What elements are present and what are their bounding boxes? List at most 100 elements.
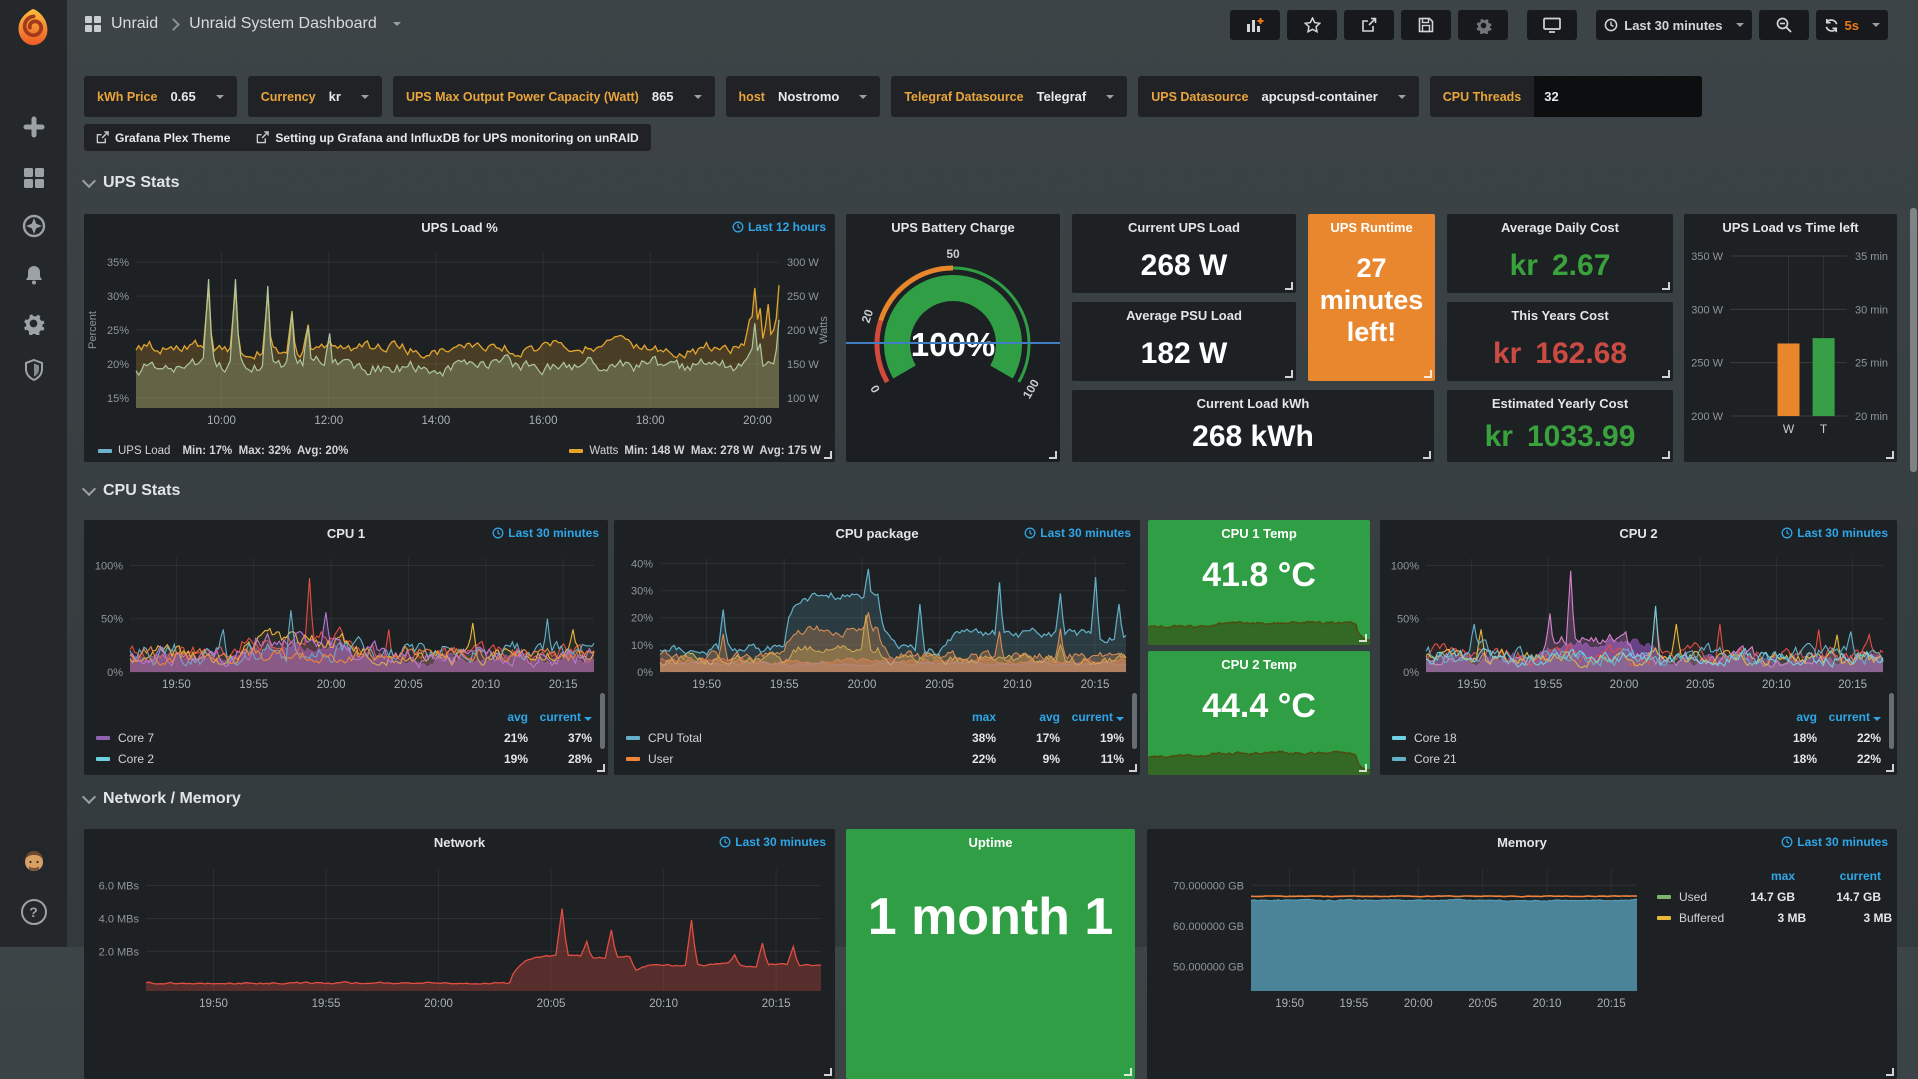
chevron-down-icon[interactable] [392,22,401,26]
panel-title[interactable]: Estimated Yearly Cost [1491,396,1629,411]
panel-title[interactable]: This Years Cost [1511,308,1609,323]
zoom-out-button[interactable] [1758,10,1809,40]
panel-time-override[interactable]: Last 12 hours [732,220,826,234]
legend-row[interactable]: Core 7 21% 37% [96,727,596,748]
memory-chart[interactable]: 19:50 19:55 20:00 20:05 20:10 20:15 50.000000 … [1147,855,1647,1015]
legend-row[interactable]: Core 18 18% 22% [1392,727,1885,748]
panel-title[interactable]: CPU 1 Temp [1221,526,1297,541]
user-avatar[interactable] [0,843,67,883]
share-button[interactable] [1344,10,1395,40]
panel-time-override[interactable]: Last 30 minutes [1781,526,1888,540]
ups-load-chart[interactable]: 10:00 12:00 14:00 16:00 18:00 20:00 15% 20% 25% 3… [84,240,835,432]
section-network-memory[interactable]: Network / Memory [81,789,241,808]
ups-bar-chart[interactable]: 200 W 20 min 250 W 25 min 300 W 30 min 350 W 35… [1684,240,1897,456]
panel-time-override[interactable]: Last 30 minutes [1781,835,1888,849]
panel-title[interactable]: Current UPS Load [1128,220,1240,235]
legend-sort-current[interactable]: current [1064,710,1128,724]
panel-title[interactable]: CPU 2 Temp [1221,657,1297,672]
legend-scrollbar[interactable] [1889,693,1894,749]
panel-title[interactable]: Memory [1497,835,1547,850]
legend-scrollbar[interactable] [600,693,605,749]
settings-gear-icon[interactable] [1458,10,1509,40]
legend-scrollbar[interactable] [1132,693,1137,749]
panel-title[interactable]: Average PSU Load [1126,308,1242,323]
section-cpu-stats[interactable]: CPU Stats [81,481,180,500]
panel-title[interactable]: Current Load kWh [1196,396,1310,411]
link-grafana-plex-theme[interactable]: Grafana Plex Theme [96,131,230,145]
network-chart[interactable]: 19:50 19:55 20:00 20:05 20:10 20:15 2.0 MBs 4.0… [84,855,835,1015]
panel-time-override[interactable]: Last 30 minutes [1024,526,1131,540]
configuration-gear-icon[interactable] [0,303,67,343]
legend-sort-avg[interactable]: avg [1039,709,1060,724]
legend-sort-current[interactable]: current [1821,710,1885,724]
battery-gauge[interactable]: 0 20 50 100 100% [846,240,1060,440]
variable-value[interactable]: 865 [651,89,674,104]
tv-mode-button[interactable] [1527,10,1578,40]
help-icon[interactable]: ? [0,892,67,932]
legend-sort-max[interactable]: max [1770,868,1795,883]
cpu1-chart[interactable]: 19:50 19:55 20:00 20:05 20:10 20:15 0% 50% 100% [84,546,608,696]
legend-row[interactable]: Core 21 18% 22% [1392,748,1885,769]
legend-sort-current[interactable]: current [1839,868,1881,883]
variable-value[interactable]: Telegraf [1036,89,1087,104]
chevron-down-icon [693,94,702,99]
panel-title[interactable]: Network [433,835,486,850]
variable-value[interactable]: apcupsd-container [1261,89,1378,104]
variable-currency[interactable]: Currency kr [247,76,382,117]
series-swatch [1657,915,1671,920]
cpu2-chart[interactable]: 19:50 19:55 20:00 20:05 20:10 20:15 0% 50% 100% [1380,546,1897,696]
panel-title[interactable]: UPS Runtime [1330,220,1413,235]
dashboards-icon[interactable] [0,158,67,198]
section-title: UPS Stats [103,174,180,191]
variable-kwh-price[interactable]: kWh Price 0.65 [84,76,237,117]
panel-title[interactable]: CPU 1 [326,526,366,541]
variable-ups-max-power[interactable]: UPS Max Output Power Capacity (Watt) 865 [392,76,715,117]
refresh-picker[interactable]: 5s [1815,10,1888,40]
variable-ups-datasource[interactable]: UPS Datasource apcupsd-container [1138,76,1419,117]
breadcrumb-current[interactable]: Unraid System Dashboard [189,15,377,32]
legend-row[interactable]: Buffered 3 MB 3 MB [1657,907,1892,928]
star-button[interactable] [1287,10,1338,40]
explore-compass-icon[interactable] [0,206,67,246]
panel-title[interactable]: UPS Battery Charge [891,220,1015,235]
panel-title[interactable]: CPU 2 [1619,526,1658,541]
time-range-picker[interactable]: Last 30 minutes [1596,10,1752,40]
variable-value[interactable]: Nostromo [777,89,840,104]
admin-shield-icon[interactable] [0,350,67,390]
legend-row[interactable]: Core 2 19% 28% [96,748,596,769]
cpu-threads-input[interactable] [1534,76,1703,117]
legend-sort-max[interactable]: max [971,709,996,724]
legend-sort-avg[interactable]: avg [1796,709,1817,724]
stat-value: 27 minutes left! [1319,253,1424,347]
breadcrumb-root[interactable]: Unraid [111,15,159,32]
panel-title[interactable]: UPS Load % [421,220,498,235]
page-scrollbar[interactable] [1910,208,1917,472]
panel-title[interactable]: UPS Load vs Time left [1722,220,1859,235]
add-icon[interactable] [0,107,67,147]
variable-value[interactable]: 0.65 [170,89,196,104]
panel-time-override[interactable]: Last 30 minutes [492,526,599,540]
link-ups-monitoring-guide[interactable]: Setting up Grafana and InfluxDB for UPS … [256,131,639,145]
legend-sort-current[interactable]: current [532,710,596,724]
add-panel-button[interactable] [1230,10,1281,40]
legend-row[interactable]: Used 14.7 GB 14.7 GB [1657,886,1885,907]
alerting-bell-icon[interactable] [0,255,67,295]
grafana-logo[interactable] [13,7,53,47]
cpu-package-chart[interactable]: 19:50 19:55 20:00 20:05 20:10 20:15 0% 10% 20% 30… [614,546,1140,696]
variable-value[interactable]: kr [328,89,341,104]
legend-item[interactable]: UPS Load Min: 17% Max: 32% Avg: 20% [98,445,348,457]
panel-title[interactable]: Average Daily Cost [1500,220,1619,235]
svg-text:16:00: 16:00 [529,415,558,427]
variable-telegraf-datasource[interactable]: Telegraf Datasource Telegraf [891,76,1128,117]
legend-item[interactable]: Watts Min: 148 W Max: 278 W Avg: 175 W [569,445,821,457]
panel-title[interactable]: CPU package [835,526,919,541]
legend-row[interactable]: CPU Total 38% 17% 19% [626,727,1128,748]
section-ups-stats[interactable]: UPS Stats [81,173,180,192]
legend-row[interactable]: User 22% 9% 11% [626,748,1128,769]
save-button[interactable] [1401,10,1452,40]
legend-sort-avg[interactable]: avg [507,709,528,724]
dashboard-grid-icon[interactable] [84,15,102,33]
variable-host[interactable]: host Nostromo [725,76,881,117]
panel-time-override[interactable]: Last 30 minutes [719,835,826,849]
panel-title[interactable]: Uptime [968,835,1013,850]
